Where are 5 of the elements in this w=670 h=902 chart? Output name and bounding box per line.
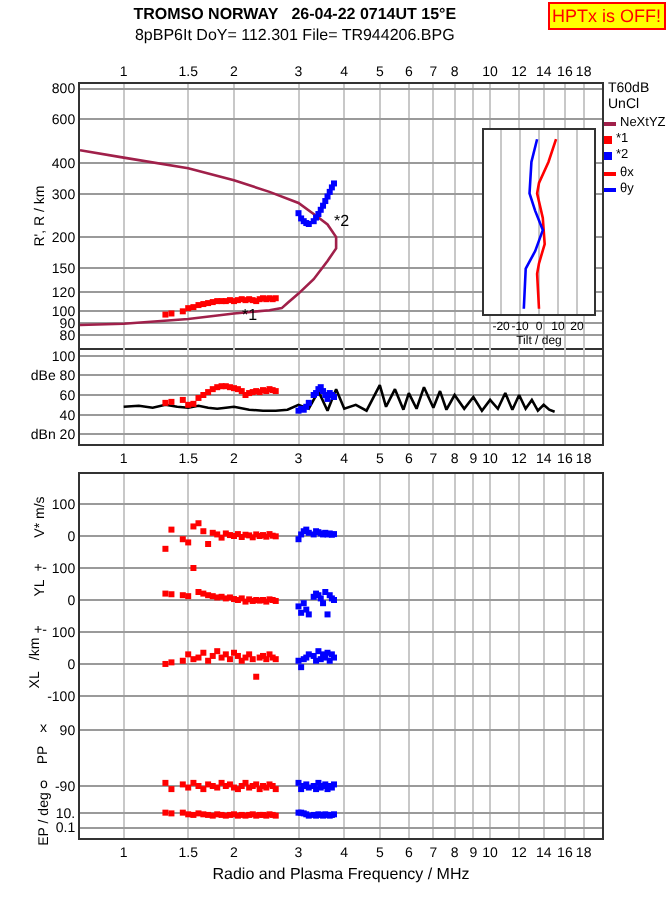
x-axis-title: Radio and Plasma Frequency / MHz (212, 865, 470, 883)
text: HPTx is OFF! (552, 6, 661, 26)
annotation: *2 (334, 212, 351, 230)
chart-subtitle: 8pBP6It DoY= 112.301 File= TR944206.BPG (134, 26, 455, 45)
chart-title: TROMSO NORWAY 26-04-22 0714UT 15°E (133, 5, 458, 24)
